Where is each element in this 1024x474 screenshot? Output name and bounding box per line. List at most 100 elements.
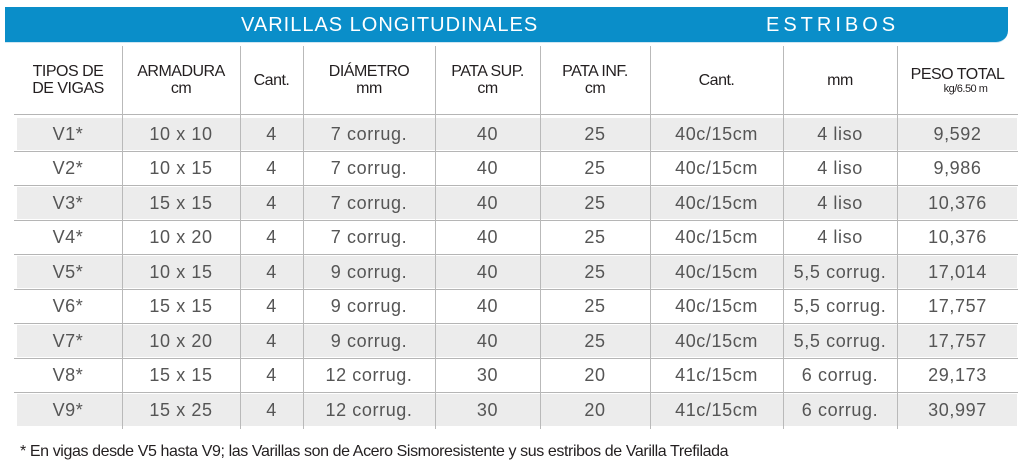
cell-peso-total: 17,014 xyxy=(928,262,987,282)
row-divider xyxy=(14,289,1018,290)
cell-estribos-mm: 4 liso xyxy=(817,193,863,213)
cell-estribos-mm: 6 corrug. xyxy=(801,400,879,420)
cell-estribos-mm: 4 liso xyxy=(817,227,863,247)
cell-estribos-mm: 4 liso xyxy=(817,124,863,144)
cell-pata-sup: 30 xyxy=(476,400,499,420)
cell-diametro: 7 corrug. xyxy=(330,227,408,247)
cell-estribos-mm: 4 liso xyxy=(817,158,863,178)
cell-peso-total: 9,592 xyxy=(933,124,982,144)
cell-estribos-cant: 40c/15cm xyxy=(675,331,758,351)
table-row: V9* 15 x 25 4 12 corrug. 30 20 41c/15cm 6 corru… xyxy=(0,393,1024,427)
header-line: TIPOS DE xyxy=(32,63,104,80)
cell-armadura: 15 x 15 xyxy=(149,296,213,316)
header-pata-sup: PATA SUP. cm xyxy=(435,46,540,114)
cell-tipo: V3* xyxy=(52,193,84,213)
cell-estribos-mm: 5,5 corrug. xyxy=(793,296,887,316)
cell-estribos-cant: 40c/15cm xyxy=(675,124,758,144)
row-band xyxy=(17,118,1017,150)
row-divider xyxy=(14,358,1018,359)
cell-tipo: V2* xyxy=(52,158,84,178)
row-divider xyxy=(14,114,1018,115)
row-divider xyxy=(14,185,1018,186)
cell-armadura: 10 x 15 xyxy=(149,262,213,282)
header-armadura: ARMADURA cm xyxy=(122,46,240,114)
cell-pata-inf: 25 xyxy=(584,296,606,316)
row-band xyxy=(17,394,1017,426)
cell-pata-inf: 20 xyxy=(584,400,606,420)
column-divider xyxy=(303,46,304,429)
row-divider xyxy=(14,392,1018,393)
cell-tipo: V6* xyxy=(52,296,84,316)
row-divider xyxy=(14,220,1018,221)
cell-estribos-mm: 5,5 corrug. xyxy=(793,262,887,282)
cell-pata-sup: 40 xyxy=(476,331,499,351)
table-row: V6* 15 x 15 4 9 corrug. 40 25 40c/15cm 5,5 corr… xyxy=(0,289,1024,323)
cell-armadura: 10 x 20 xyxy=(149,331,213,351)
cell-peso-total: 9,986 xyxy=(933,158,982,178)
cell-cant: 4 xyxy=(266,227,277,247)
cell-pata-inf: 25 xyxy=(584,193,606,213)
cell-estribos-cant: 41c/15cm xyxy=(675,365,758,385)
header-unit: mm xyxy=(356,80,382,97)
header-line: DE VIGAS xyxy=(32,80,104,97)
cell-estribos-mm: 6 corrug. xyxy=(801,365,879,385)
banner-title-varillas: VARILLAS LONGITUDINALES xyxy=(241,14,539,36)
cell-pata-inf: 25 xyxy=(584,227,606,247)
cell-pata-inf: 25 xyxy=(584,262,606,282)
cell-armadura: 10 x 10 xyxy=(149,124,213,144)
column-divider xyxy=(240,46,241,429)
column-divider xyxy=(122,46,123,429)
cell-pata-sup: 40 xyxy=(476,227,499,247)
cell-estribos-cant: 40c/15cm xyxy=(675,193,758,213)
header-tipos-de-vigas: TIPOS DE DE VIGAS xyxy=(14,46,122,114)
header-line: PATA INF. xyxy=(562,63,628,80)
header-line: PATA SUP. xyxy=(451,63,524,80)
cell-peso-total: 17,757 xyxy=(928,296,987,316)
column-divider xyxy=(435,46,436,429)
cell-pata-inf: 20 xyxy=(584,365,606,385)
header-unit: kg/6.50 m xyxy=(943,82,988,95)
header-diametro: DIÁMETRO mm xyxy=(303,46,435,114)
header-pata-inf: PATA INF. cm xyxy=(540,46,650,114)
header-line: PESO TOTAL xyxy=(910,65,1005,83)
table-row: V1* 10 x 10 4 7 corrug. 40 25 40c/15cm 4 liso 9,… xyxy=(0,117,1024,151)
row-divider xyxy=(14,151,1018,152)
header-cant: Cant. xyxy=(240,46,303,114)
header-line: Cant. xyxy=(253,71,290,89)
cell-cant: 4 xyxy=(266,262,277,282)
table-row: V7* 10 x 20 4 9 corrug. 40 25 40c/15cm 5,5 corr… xyxy=(0,324,1024,358)
cell-diametro: 7 corrug. xyxy=(330,193,408,213)
header-unit: cm xyxy=(584,80,606,97)
row-divider xyxy=(14,323,1018,324)
cell-cant: 4 xyxy=(266,193,277,213)
cell-tipo: V9* xyxy=(52,400,84,420)
cell-pata-sup: 40 xyxy=(476,193,499,213)
cell-diametro: 7 corrug. xyxy=(330,158,408,178)
table-row: V4* 10 x 20 4 7 corrug. 40 25 40c/15cm 4 liso 10… xyxy=(0,220,1024,254)
cell-diametro: 9 corrug. xyxy=(330,331,408,351)
table-row: V5* 10 x 15 4 9 corrug. 40 25 40c/15cm 5,5 corr… xyxy=(0,255,1024,289)
header-estribos-mm: mm xyxy=(783,46,897,114)
cell-pata-inf: 25 xyxy=(584,124,606,144)
table-banner: VARILLAS LONGITUDINALES ESTRIBOS xyxy=(5,7,1008,43)
cell-diametro: 7 corrug. xyxy=(330,124,408,144)
cell-diametro: 9 corrug. xyxy=(330,262,408,282)
cell-diametro: 12 corrug. xyxy=(325,400,413,420)
cell-cant: 4 xyxy=(266,365,277,385)
header-unit: cm xyxy=(170,80,192,97)
cell-pata-sup: 40 xyxy=(476,158,499,178)
cell-armadura: 15 x 25 xyxy=(149,400,213,420)
cell-tipo: V1* xyxy=(52,124,84,144)
cell-cant: 4 xyxy=(266,158,277,178)
row-divider xyxy=(14,254,1018,255)
cell-pata-inf: 25 xyxy=(584,158,606,178)
header-line: DIÁMETRO xyxy=(328,63,410,80)
cell-estribos-cant: 41c/15cm xyxy=(675,400,758,420)
cell-cant: 4 xyxy=(266,331,277,351)
header-line: ARMADURA xyxy=(137,63,225,80)
cell-pata-sup: 40 xyxy=(476,262,499,282)
cell-pata-inf: 25 xyxy=(584,331,606,351)
banner-title-estribos: ESTRIBOS xyxy=(766,14,900,36)
cell-peso-total: 17,757 xyxy=(928,331,987,351)
row-band xyxy=(17,256,1017,288)
